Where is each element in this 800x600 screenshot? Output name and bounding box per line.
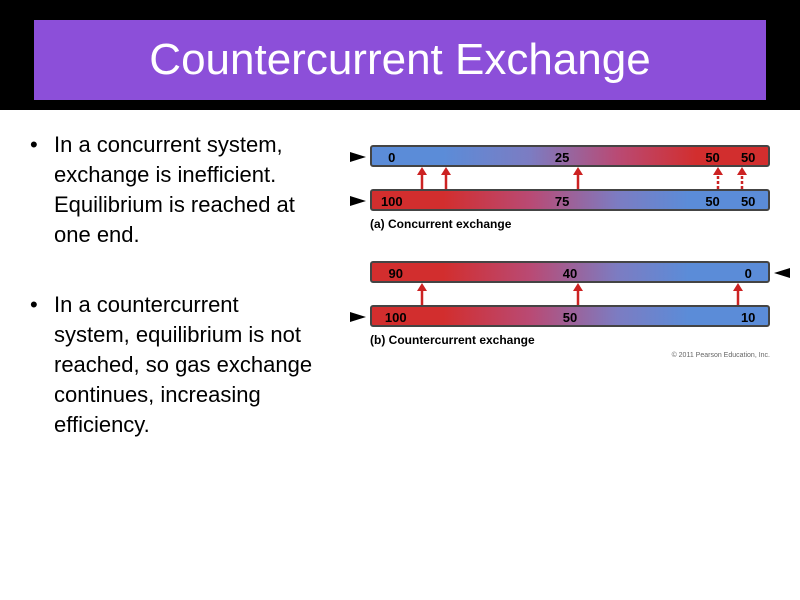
exchange-arrow-icon: [416, 167, 428, 194]
exchange-arrow-icon: [572, 283, 584, 310]
exchange-arrow-icon: [736, 167, 748, 194]
bullet-marker: •: [30, 290, 54, 440]
bullet-text: In a countercurrent system, equilibrium …: [54, 290, 318, 440]
tube-value: 100: [381, 194, 403, 209]
diagram-column: 0255050 100755050 (a) Concurrent exchang…: [330, 130, 800, 480]
bullet-list: • In a concurrent system, exchange is in…: [0, 130, 330, 480]
tube-value: 0: [745, 266, 752, 281]
flow-arrow-icon: [350, 194, 368, 213]
title-inner: Countercurrent Exchange: [34, 20, 766, 100]
exchange-arrow-icon: [416, 283, 428, 310]
flow-arrow-icon: [772, 266, 790, 285]
slide-title: Countercurrent Exchange: [149, 35, 650, 85]
content-area: • In a concurrent system, exchange is in…: [0, 130, 800, 480]
bullet-text: In a concurrent system, exchange is inef…: [54, 130, 318, 250]
concurrent-diagram: 0 25 50 50 100 75 50 50 (a) Concurrent exchang…: [330, 145, 800, 231]
exchange-arrow-icon: [712, 167, 724, 194]
top-tube-a: 0 25 50 50: [370, 145, 770, 167]
bullet-item: • In a concurrent system, exchange is in…: [30, 130, 318, 250]
tube-value: 40: [563, 266, 577, 281]
tube-value: 10: [741, 310, 755, 325]
bullet-item: • In a countercurrent system, equilibriu…: [30, 290, 318, 440]
flow-arrow-icon: [350, 150, 368, 169]
tube-value: 50: [705, 194, 719, 209]
tube-value: 90: [389, 266, 403, 281]
flow-arrow-icon: [350, 310, 368, 329]
tube-value: 50: [741, 150, 755, 165]
tube-value: 75: [555, 194, 569, 209]
tube-value: 50: [741, 194, 755, 209]
top-tube-b: 90 40 0: [370, 261, 770, 283]
tube-value: 100: [385, 310, 407, 325]
tube-value: 0: [388, 150, 395, 165]
tube-value: 50: [705, 150, 719, 165]
countercurrent-diagram: 90 40 0 100 50 10 (b) Countercurrent exchang…: [330, 261, 800, 347]
tube-value: 50: [563, 310, 577, 325]
exchange-arrow-icon: [440, 167, 452, 194]
bottom-tube-b: 100 50 10: [370, 305, 770, 327]
title-bar: Countercurrent Exchange: [0, 0, 800, 110]
exchange-arrow-icon: [572, 167, 584, 194]
caption-b: (b) Countercurrent exchange: [370, 333, 800, 347]
bullet-marker: •: [30, 130, 54, 250]
exchange-arrow-icon: [732, 283, 744, 310]
copyright-text: © 2011 Pearson Education, Inc.: [672, 352, 770, 359]
caption-a: (a) Concurrent exchange: [370, 217, 800, 231]
bottom-tube-a: 100 75 50 50: [370, 189, 770, 211]
tube-value: 25: [555, 150, 569, 165]
